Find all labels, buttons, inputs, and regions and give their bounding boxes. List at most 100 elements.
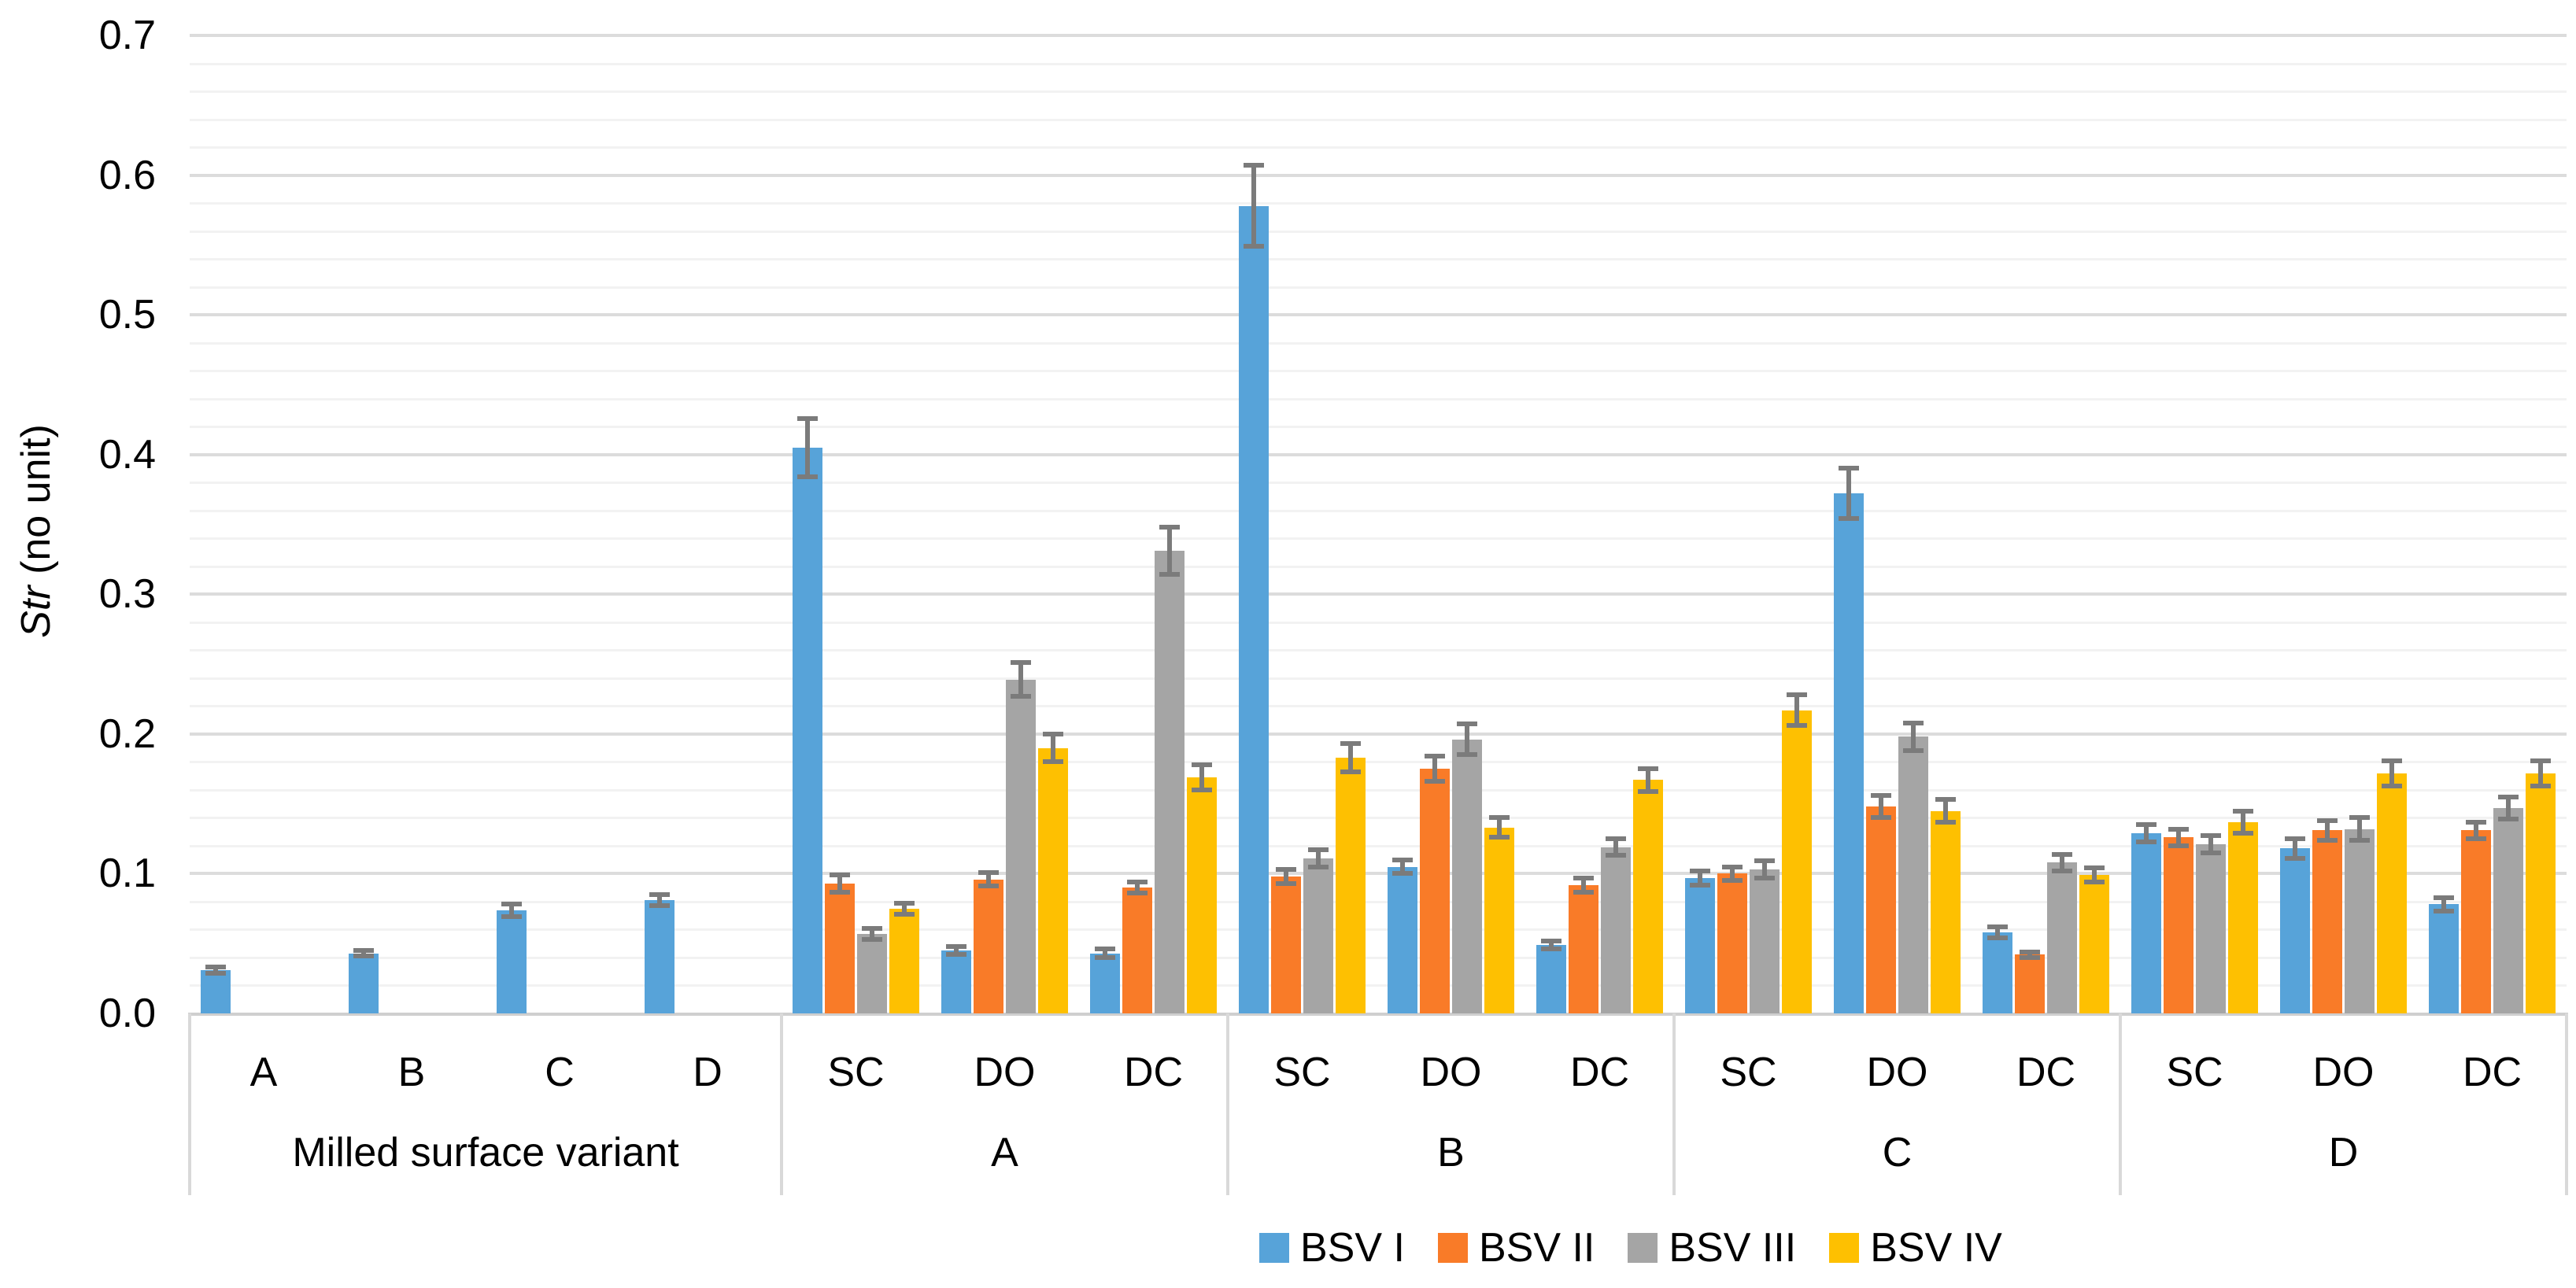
minor-gridline	[190, 370, 2567, 372]
major-gridline	[190, 733, 2567, 736]
bar-bsv-i	[2131, 833, 2161, 1013]
error-bar-cap-bottom	[1244, 244, 1264, 249]
bar-bsv-i	[1536, 945, 1566, 1013]
error-bar-line	[2060, 854, 2064, 871]
error-bar-line	[1911, 723, 1916, 751]
error-bar-cap-top	[205, 965, 226, 969]
x-tick-label: DO	[974, 1050, 1036, 1095]
group-separator-line	[188, 1013, 191, 1195]
bar-bsv-i	[497, 910, 527, 1013]
error-bar-cap-top	[353, 948, 374, 953]
error-bar-cap-bottom	[2168, 843, 2189, 848]
minor-gridline	[190, 537, 2567, 540]
bar-bsv-ii	[1569, 885, 1598, 1013]
bar-bsv-i	[2280, 848, 2310, 1013]
error-bar-cap-top	[1987, 924, 2008, 929]
error-bar-line	[1465, 724, 1469, 755]
bar-bsv-iii	[1303, 858, 1333, 1013]
minor-gridline	[190, 90, 2567, 93]
error-bar-cap-top	[1903, 721, 1924, 725]
major-gridline	[190, 592, 2567, 596]
error-bar-line	[1135, 882, 1140, 893]
bar-bsv-i	[201, 970, 231, 1013]
error-bar-line	[1199, 765, 1204, 790]
bar-bsv-i	[793, 448, 822, 1013]
error-bar-cap-bottom	[2349, 838, 2370, 843]
minor-gridline	[190, 649, 2567, 651]
minor-gridline	[190, 398, 2567, 400]
error-bar-cap-bottom	[2434, 909, 2454, 913]
bar-bsv-iv	[1336, 758, 1366, 1013]
error-bar-cap-bottom	[501, 914, 522, 919]
error-bar-cap-top	[1457, 722, 1477, 726]
error-bar-line	[361, 950, 366, 956]
x-tick-label: SC	[1720, 1050, 1777, 1095]
error-bar-cap-top	[1839, 466, 1859, 471]
error-bar-line	[837, 875, 842, 892]
error-bar-cap-top	[1340, 741, 1361, 746]
minor-gridline	[190, 817, 2567, 819]
error-bar-cap-top	[862, 926, 882, 931]
x-tick-label: DC	[2462, 1050, 2522, 1095]
minor-gridline	[190, 622, 2567, 624]
group-separator-line	[2119, 1013, 2122, 1195]
bar-bsv-ii	[974, 880, 1003, 1013]
error-bar-cap-top	[2052, 852, 2072, 857]
legend-label: BSV I	[1300, 1225, 1405, 1271]
bar-bsv-i	[1090, 954, 1120, 1013]
error-bar-cap-bottom	[946, 952, 966, 957]
minor-gridline	[190, 426, 2567, 428]
error-bar-cap-top	[2498, 795, 2519, 799]
error-bar-line	[2538, 761, 2543, 786]
error-bar-line	[1846, 468, 1851, 519]
error-bar-line	[2506, 797, 2511, 819]
error-bar-line	[1549, 941, 1554, 949]
error-bar-cap-top	[2530, 758, 2551, 763]
minor-gridline	[190, 482, 2567, 484]
error-bar-cap-bottom	[2020, 955, 2040, 960]
x-tick-label: C	[545, 1050, 575, 1095]
bar-bsv-i	[349, 954, 379, 1013]
minor-gridline	[190, 286, 2567, 289]
y-tick-label: 0.1	[98, 851, 156, 896]
bar-bsv-iv	[1187, 777, 1217, 1013]
error-bar-cap-bottom	[1787, 723, 1807, 728]
error-bar-line	[213, 967, 218, 973]
minor-gridline	[190, 984, 2567, 987]
error-bar-cap-bottom	[978, 884, 999, 888]
error-bar-cap-top	[1541, 939, 1561, 943]
error-bar-line	[1581, 878, 1586, 892]
bar-bsv-iii	[1452, 740, 1482, 1013]
error-bar-cap-bottom	[1987, 936, 2008, 940]
bar-bsv-iii	[857, 934, 887, 1013]
error-bar-cap-top	[2466, 820, 2486, 825]
minor-gridline	[190, 258, 2567, 260]
minor-gridline	[190, 928, 2567, 931]
bar-bsv-ii	[1271, 877, 1301, 1013]
error-bar-cap-bottom	[2201, 851, 2221, 855]
error-bar-cap-top	[1425, 754, 1445, 758]
bar-bsv-iii	[1898, 736, 1928, 1013]
error-bar-line	[2474, 822, 2478, 839]
legend-label: BSV IV	[1870, 1225, 2002, 1271]
error-bar-cap-top	[1754, 858, 1775, 863]
error-bar-cap-top	[1276, 867, 1296, 872]
error-bar-cap-bottom	[1871, 815, 1891, 820]
error-bar-cap-top	[2285, 836, 2305, 841]
error-bar-line	[902, 903, 907, 914]
bar-bsv-iv	[2377, 773, 2407, 1013]
legend-swatch-bsv-ii	[1437, 1233, 1468, 1263]
error-bar-line	[2325, 821, 2330, 840]
error-bar-line	[1251, 165, 1256, 246]
minor-gridline	[190, 957, 2567, 959]
error-bar-line	[1348, 744, 1353, 772]
major-gridline	[190, 174, 2567, 177]
error-bar-cap-top	[2168, 827, 2189, 832]
error-bar-line	[986, 873, 991, 886]
error-bar-cap-bottom	[797, 474, 818, 479]
error-bar-line	[1646, 769, 1650, 792]
error-bar-cap-top	[1244, 163, 1264, 168]
minor-gridline	[190, 202, 2567, 205]
bar-bsv-iv	[1931, 811, 1961, 1013]
x-group-label: A	[991, 1130, 1018, 1175]
